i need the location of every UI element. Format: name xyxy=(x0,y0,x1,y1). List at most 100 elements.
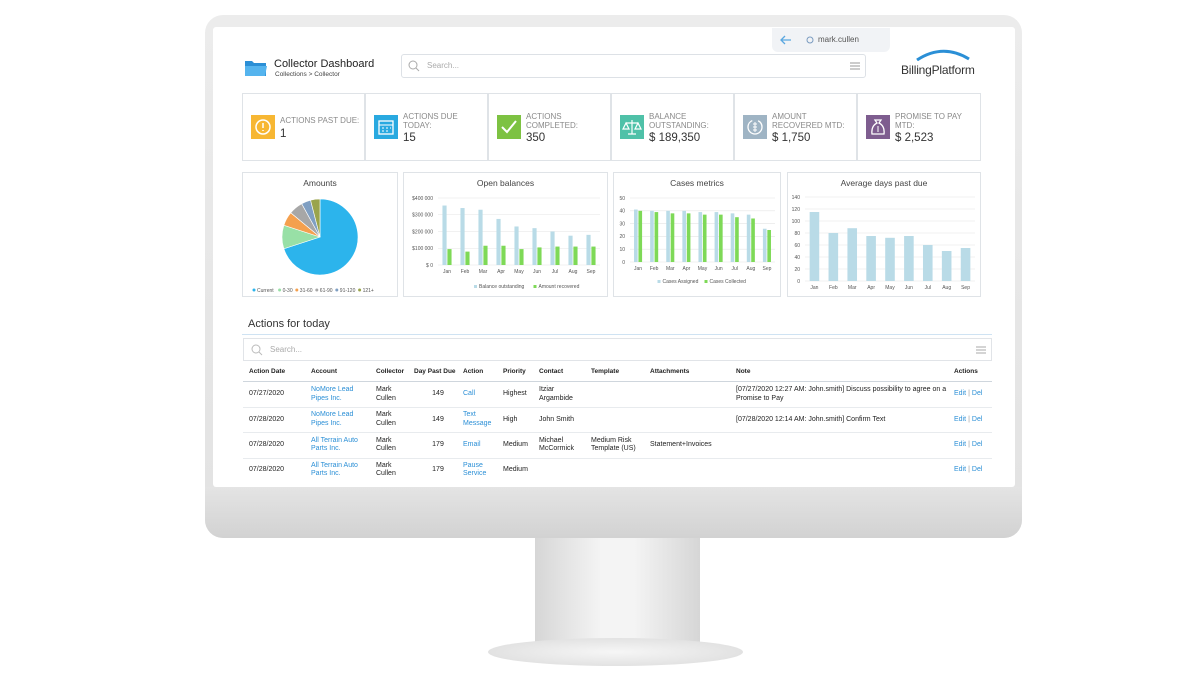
kpi-value: 15 xyxy=(403,132,416,145)
kpi-card: ACTIONS DUE TODAY: 15 xyxy=(365,93,488,161)
x-tick-label: Jun xyxy=(533,269,541,275)
kpi-card: ACTIONS PAST DUE: 1 xyxy=(242,93,365,161)
cell-text: Statement+Invoices xyxy=(650,440,712,448)
cell-text: [07/28/2020 12:14 AM: John.smith] Confir… xyxy=(736,415,886,423)
table-cell: Medium xyxy=(503,433,537,458)
row-action[interactable]: Del xyxy=(971,415,983,423)
cell-link[interactable]: Pause Service xyxy=(463,462,487,478)
row-action[interactable]: Edit xyxy=(954,390,967,398)
x-tick-label: Feb xyxy=(461,269,470,275)
y-tick-label: 40 xyxy=(794,255,800,261)
column-header: Actions xyxy=(954,368,978,375)
y-tick-label: 60 xyxy=(794,243,800,249)
y-tick-label: 0 xyxy=(622,260,625,266)
bar xyxy=(496,218,501,265)
cell-text: 07/27/2020 xyxy=(249,390,285,398)
x-tick-label: May xyxy=(698,266,708,272)
x-tick-label: Jul xyxy=(732,266,738,272)
column-header: Note xyxy=(736,368,751,375)
row-action[interactable]: Edit xyxy=(954,415,967,423)
global-search[interactable] xyxy=(401,54,866,78)
cell-link[interactable]: Email xyxy=(463,440,481,448)
y-tick-label: 50 xyxy=(619,196,625,202)
monitor-base xyxy=(488,638,743,666)
chart-title: Cases metrics xyxy=(670,178,724,188)
cell-link[interactable]: Call xyxy=(463,390,476,398)
table-cell: 149 xyxy=(414,407,462,432)
legend-label: Balance outstanding xyxy=(479,284,525,290)
y-tick-label: 140 xyxy=(792,195,801,201)
search-icon-handle xyxy=(415,67,420,72)
bar xyxy=(532,228,537,265)
filter-icon[interactable] xyxy=(849,60,861,72)
bar xyxy=(866,236,876,281)
table-search[interactable] xyxy=(243,338,992,361)
table-cell: 07/27/2020 xyxy=(249,382,309,407)
table-cell: 149 xyxy=(414,382,462,407)
x-tick-label: Aug xyxy=(746,266,755,272)
bar xyxy=(809,212,820,281)
x-tick-label: Sep xyxy=(762,266,771,272)
y-tick-label: 120 xyxy=(792,207,801,213)
row-action[interactable]: Edit xyxy=(954,466,967,474)
bar xyxy=(847,228,858,281)
table-cell: Michael McCormick xyxy=(539,433,589,458)
monitor-neck xyxy=(535,538,700,646)
bar xyxy=(638,210,643,262)
logo: BillingPlatform xyxy=(901,63,975,77)
legend-label: Cases Collected xyxy=(710,279,747,285)
column-header: Day Past Due xyxy=(414,368,456,375)
table-cell: NoMore Lead Pipes Inc. xyxy=(311,407,371,432)
icon-glyph xyxy=(753,122,757,132)
cell-text: Mark Cullen xyxy=(376,411,396,427)
cell-link[interactable]: All Terrain Auto Parts Inc. xyxy=(311,436,358,453)
cell-link[interactable]: NoMore Lead Pipes Inc. xyxy=(311,386,354,402)
x-tick-label: Apr xyxy=(867,285,875,291)
bar xyxy=(442,205,447,265)
cell-link[interactable]: NoMore Lead Pipes Inc. xyxy=(311,411,354,427)
kpi-text: BALANCE OUTSTANDING: $ 189,350 xyxy=(649,100,731,156)
cell-link[interactable]: Text Message xyxy=(463,411,492,427)
row-action[interactable]: Edit xyxy=(954,440,967,448)
y-tick-label: $100 000 xyxy=(412,246,433,252)
page-title: Collector Dashboard xyxy=(274,58,375,70)
search-placeholder: Search... xyxy=(427,61,460,70)
x-tick-label: May xyxy=(885,285,895,291)
title-underline xyxy=(242,334,992,335)
x-tick-label: Apr xyxy=(682,266,690,272)
bar xyxy=(465,251,470,265)
cell-text: 149 xyxy=(432,415,444,423)
table-cell: Mark Cullen xyxy=(376,382,412,407)
kpi-label: PROMISE TO PAY MTD: xyxy=(895,111,962,130)
breadcrumb[interactable]: Collections > Collector xyxy=(275,71,340,78)
table-cell: 179 xyxy=(414,458,462,479)
y-tick-label: $200 000 xyxy=(412,229,433,235)
y-tick-label: 20 xyxy=(794,267,800,273)
row-divider xyxy=(243,457,992,459)
bar xyxy=(960,248,971,281)
back-arrow[interactable] xyxy=(779,34,793,46)
legend-marker xyxy=(335,288,339,292)
row-action[interactable]: Del xyxy=(971,466,983,474)
kpi-card: ACTIONS COMPLETED: 350 xyxy=(488,93,611,161)
y-tick-label: 0 xyxy=(797,279,800,285)
table-cell: 179 xyxy=(414,433,462,458)
table-cell: [07/28/2020 12:14 AM: John.smith] Confir… xyxy=(736,407,951,432)
cell-link[interactable]: All Terrain Auto Parts Inc. xyxy=(311,462,358,478)
x-tick-label: Jun xyxy=(715,266,723,272)
legend-label: 121+ xyxy=(363,288,374,294)
actions-table: Action Date Account Collector Day Past Due A… xyxy=(243,368,992,479)
row-action[interactable]: Del xyxy=(971,440,983,448)
kpi-icon xyxy=(374,115,398,139)
user-name[interactable]: mark.cullen xyxy=(818,35,859,44)
y-tick-label: $300 000 xyxy=(412,213,433,219)
row-action[interactable]: Del xyxy=(971,390,983,398)
table-cell: Highest xyxy=(503,382,537,407)
user-icon xyxy=(806,36,814,44)
action-separator: | xyxy=(968,390,970,398)
table-filter-icon[interactable] xyxy=(975,344,987,356)
x-tick-label: Jun xyxy=(905,285,913,291)
cell-text: High xyxy=(503,415,518,423)
kpi-card: BALANCE OUTSTANDING: $ 189,350 xyxy=(611,93,734,161)
folder-icon xyxy=(245,61,267,76)
